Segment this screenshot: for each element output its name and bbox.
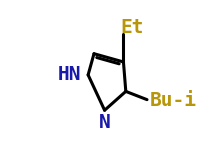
Text: Bu-i: Bu-i (149, 91, 196, 110)
Text: N: N (99, 113, 111, 132)
Text: Et: Et (120, 18, 143, 37)
Text: HN: HN (58, 65, 81, 84)
